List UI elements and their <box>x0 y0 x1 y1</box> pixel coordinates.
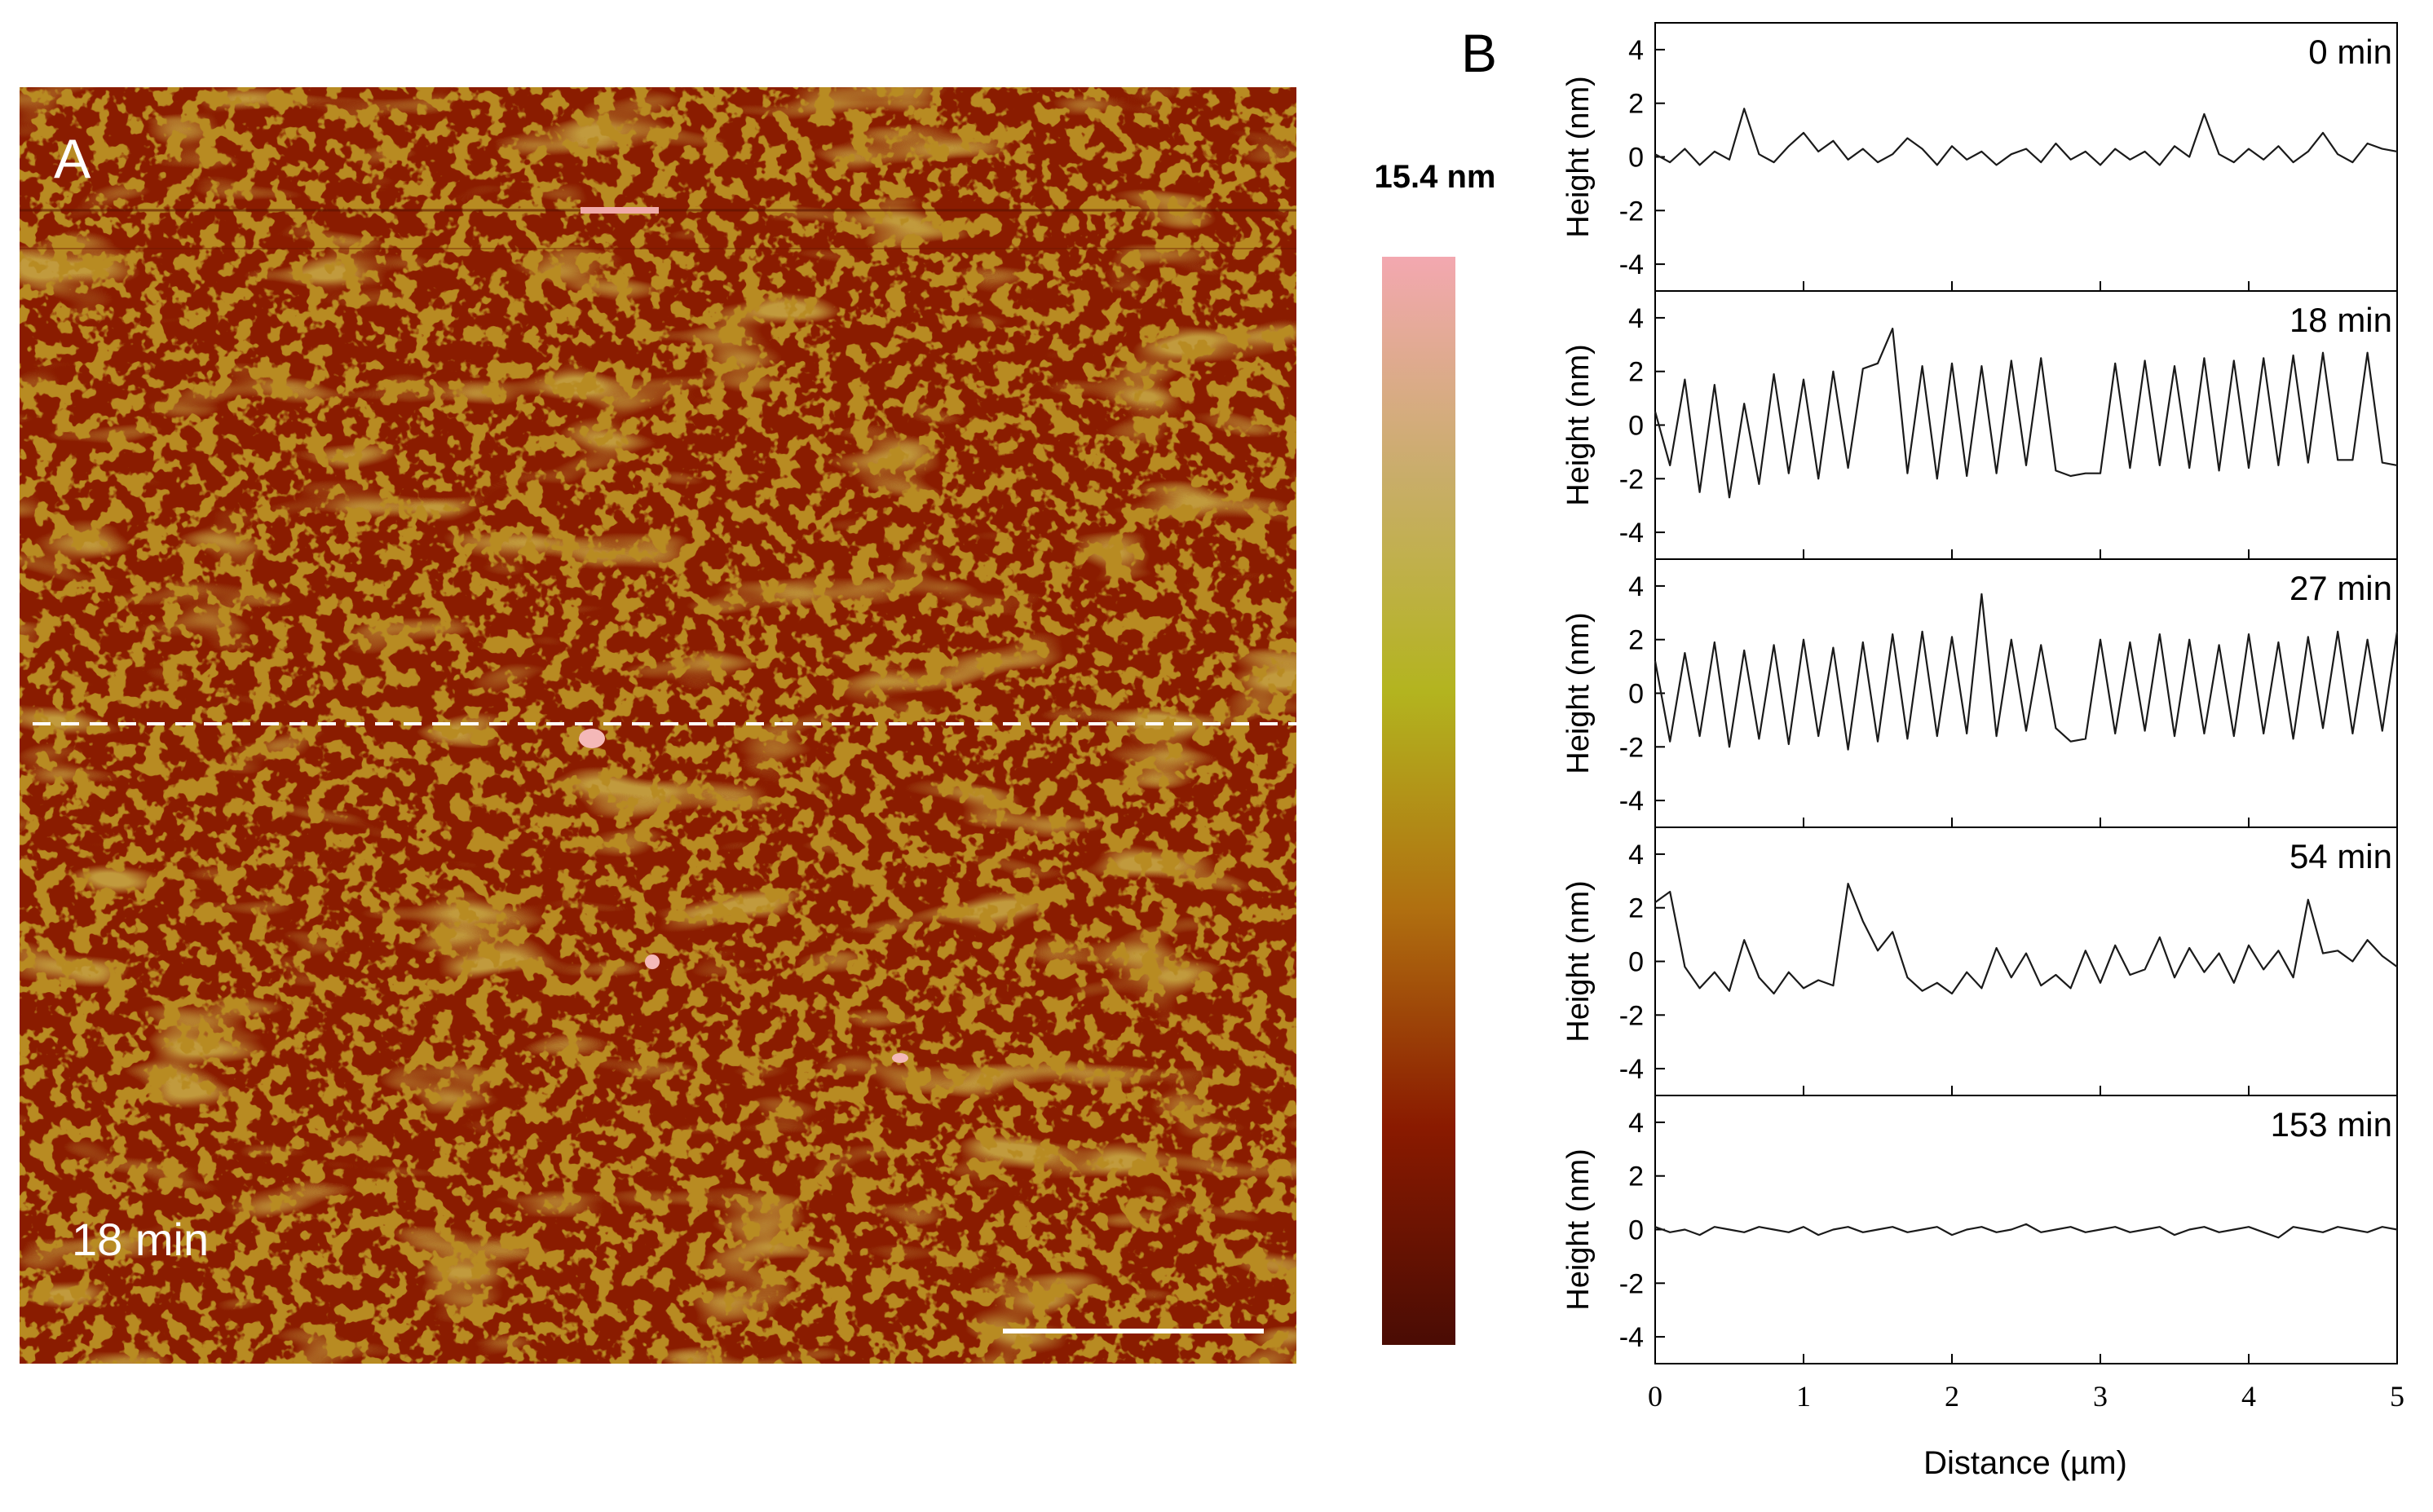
profile-panel-1: -4 -2 0 2 4 Height (nm) 18 min <box>1561 290 2398 560</box>
profile-time-label: 18 min <box>2289 301 2392 339</box>
profile-stack: -4 -2 0 2 4 Height (nm) 0 min -4 -2 0 2 4 Height (nm… <box>1561 22 2399 1364</box>
x-tick-label: 3 <box>2093 1380 2108 1413</box>
profile-line <box>1654 328 2398 499</box>
y-tick-label: 4 <box>1628 571 1644 602</box>
y-tick-label: 0 <box>1628 143 1644 174</box>
y-tick-label: -4 <box>1619 1322 1644 1353</box>
y-tick-label: -4 <box>1619 249 1644 280</box>
profile-panel-4: -4 -2 0 2 4 Height (nm) 153 min <box>1561 1095 2398 1364</box>
y-tick-label: 2 <box>1628 357 1644 388</box>
profile-panel-0: -4 -2 0 2 4 Height (nm) 0 min <box>1561 22 2398 292</box>
y-tick-label: -4 <box>1619 1054 1644 1085</box>
profile-panel-2: -4 -2 0 2 4 Height (nm) 27 min <box>1561 558 2399 828</box>
x-tick-label: 4 <box>2241 1380 2256 1413</box>
y-tick-label: -2 <box>1619 196 1644 227</box>
y-axis-label: Height (nm) <box>1561 76 1596 238</box>
y-tick-label: -4 <box>1619 786 1644 817</box>
x-tick-label: 1 <box>1796 1380 1811 1413</box>
y-tick-label: 2 <box>1628 893 1644 924</box>
y-tick-label: -2 <box>1619 1268 1644 1299</box>
afm-image-panel: A 18 min <box>20 87 1296 1364</box>
profile-frame <box>1654 22 2398 292</box>
profile-time-label: 54 min <box>2289 837 2392 875</box>
y-axis-label: Height (nm) <box>1561 612 1596 774</box>
y-tick-label: -2 <box>1619 1000 1644 1031</box>
y-tick-label: 4 <box>1628 1108 1644 1139</box>
y-tick-label: 2 <box>1628 625 1644 656</box>
colorbar-gradient <box>1382 257 1455 1345</box>
profile-panel-3: -4 -2 0 2 4 Height (nm) 54 min <box>1561 827 2398 1096</box>
profile-time-label: 0 min <box>2308 33 2392 71</box>
y-tick-label: 2 <box>1628 1162 1644 1192</box>
y-tick-label: -4 <box>1619 518 1644 549</box>
y-tick-label: 0 <box>1628 947 1644 978</box>
y-tick-label: -2 <box>1619 732 1644 763</box>
y-axis-label: Height (nm) <box>1561 1148 1596 1311</box>
x-tick-label: 2 <box>1945 1380 1959 1413</box>
panel-b-label: B <box>1461 23 1497 83</box>
profile-time-label: 153 min <box>2271 1105 2392 1144</box>
x-tick-label: 0 <box>1648 1380 1662 1413</box>
x-axis-ticks: 0 1 2 3 4 5 <box>1648 1380 2404 1413</box>
x-tick-label: 5 <box>2390 1380 2404 1413</box>
line-profile-panel: B -4 -2 0 2 4 Height (nm) 0 min -4 -2 0 2 4 Height (… <box>1461 22 2404 1481</box>
peak-spot-3 <box>892 1053 908 1063</box>
colorbar-max-label: 15.4 nm <box>1375 159 1496 195</box>
height-colorbar: 15.4 nm <box>1375 159 1496 1345</box>
profile-line <box>1654 1223 2398 1239</box>
afm-time-label: 18 min <box>72 1214 209 1265</box>
panel-a-label: A <box>54 128 91 190</box>
profile-line <box>1654 883 2398 995</box>
peak-marker <box>581 207 659 214</box>
y-tick-label: 0 <box>1628 1215 1644 1246</box>
y-tick-label: 0 <box>1628 411 1644 442</box>
y-tick-label: 2 <box>1628 89 1644 120</box>
profile-line <box>1654 108 2398 166</box>
y-axis-label: Height (nm) <box>1561 344 1596 506</box>
x-axis-label: Distance (µm) <box>1923 1445 2127 1481</box>
y-tick-label: 4 <box>1628 303 1644 334</box>
profile-line <box>1654 593 2399 751</box>
y-tick-label: 0 <box>1628 679 1644 710</box>
y-axis-label: Height (nm) <box>1561 880 1596 1043</box>
profile-time-label: 27 min <box>2289 569 2392 607</box>
peak-spot-2 <box>645 954 660 969</box>
y-tick-label: 4 <box>1628 35 1644 66</box>
profile-frame <box>1654 827 2398 1096</box>
peak-spot <box>579 729 605 748</box>
y-tick-label: 4 <box>1628 840 1644 871</box>
y-tick-label: -2 <box>1619 464 1644 495</box>
